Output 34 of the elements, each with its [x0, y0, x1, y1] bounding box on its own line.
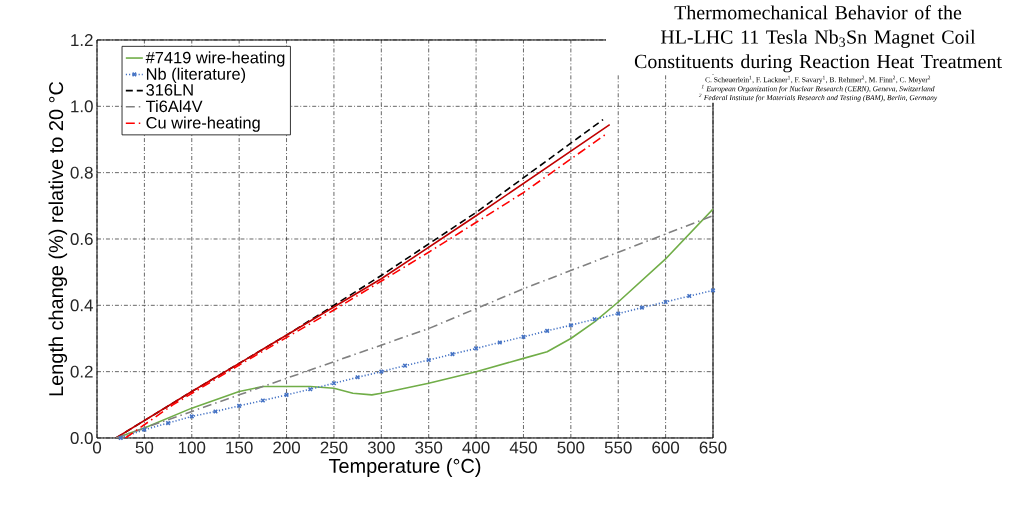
- x-tick-label: 350: [415, 441, 443, 454]
- x-tick-label: 0: [92, 441, 102, 454]
- legend-label: 316LN: [146, 84, 193, 96]
- legend-label: Nb (literature): [146, 67, 246, 84]
- x-tick-label: 500: [557, 441, 585, 454]
- point: [212, 408, 219, 415]
- point: [355, 374, 361, 380]
- x-tick-label: 300: [367, 441, 395, 454]
- x-tick-label: 200: [273, 441, 301, 454]
- point: [141, 427, 147, 433]
- legend-label: #7419 wire-heating: [145, 51, 285, 67]
- y-axis-title: Length change (%) relative to 20 °C: [48, 81, 68, 396]
- y-tick-label: 0.6: [70, 232, 93, 245]
- x-tick-label: 600: [652, 441, 680, 454]
- x-tick-label: 550: [604, 441, 632, 454]
- x-tick-label: 650: [699, 441, 727, 454]
- y-tick-label: 1.0: [71, 100, 93, 113]
- x-tick-label: 150: [226, 441, 253, 454]
- x-tick-label: 450: [509, 441, 537, 454]
- x-axis-title: Temperature (°C): [328, 458, 481, 477]
- y-tick-label: 0.8: [70, 166, 93, 179]
- point: [165, 420, 171, 426]
- x-tick-label: 400: [462, 441, 490, 454]
- y-tick-label: 0.2: [70, 365, 93, 378]
- y-tick-label: 0.4: [70, 299, 93, 312]
- point: [378, 369, 384, 375]
- y-tick-label: 1.2: [71, 34, 93, 46]
- text: Thermomechanical Behavior of the HL-LHC 11 Tesla Nb$_{3}$Sn Magnet Coil Constituents during Reaction Heat Treatment: [634, 5, 1002, 73]
- x-tick-label: 50: [135, 441, 154, 454]
- legend-label: Ti6Al4V: [146, 100, 203, 113]
- x-tick-label: 250: [320, 441, 348, 454]
- y-tick-label: 0.0: [70, 431, 93, 444]
- x-tick-label: 100: [178, 441, 206, 454]
- legend-label: Cu wire-heating: [146, 116, 260, 132]
